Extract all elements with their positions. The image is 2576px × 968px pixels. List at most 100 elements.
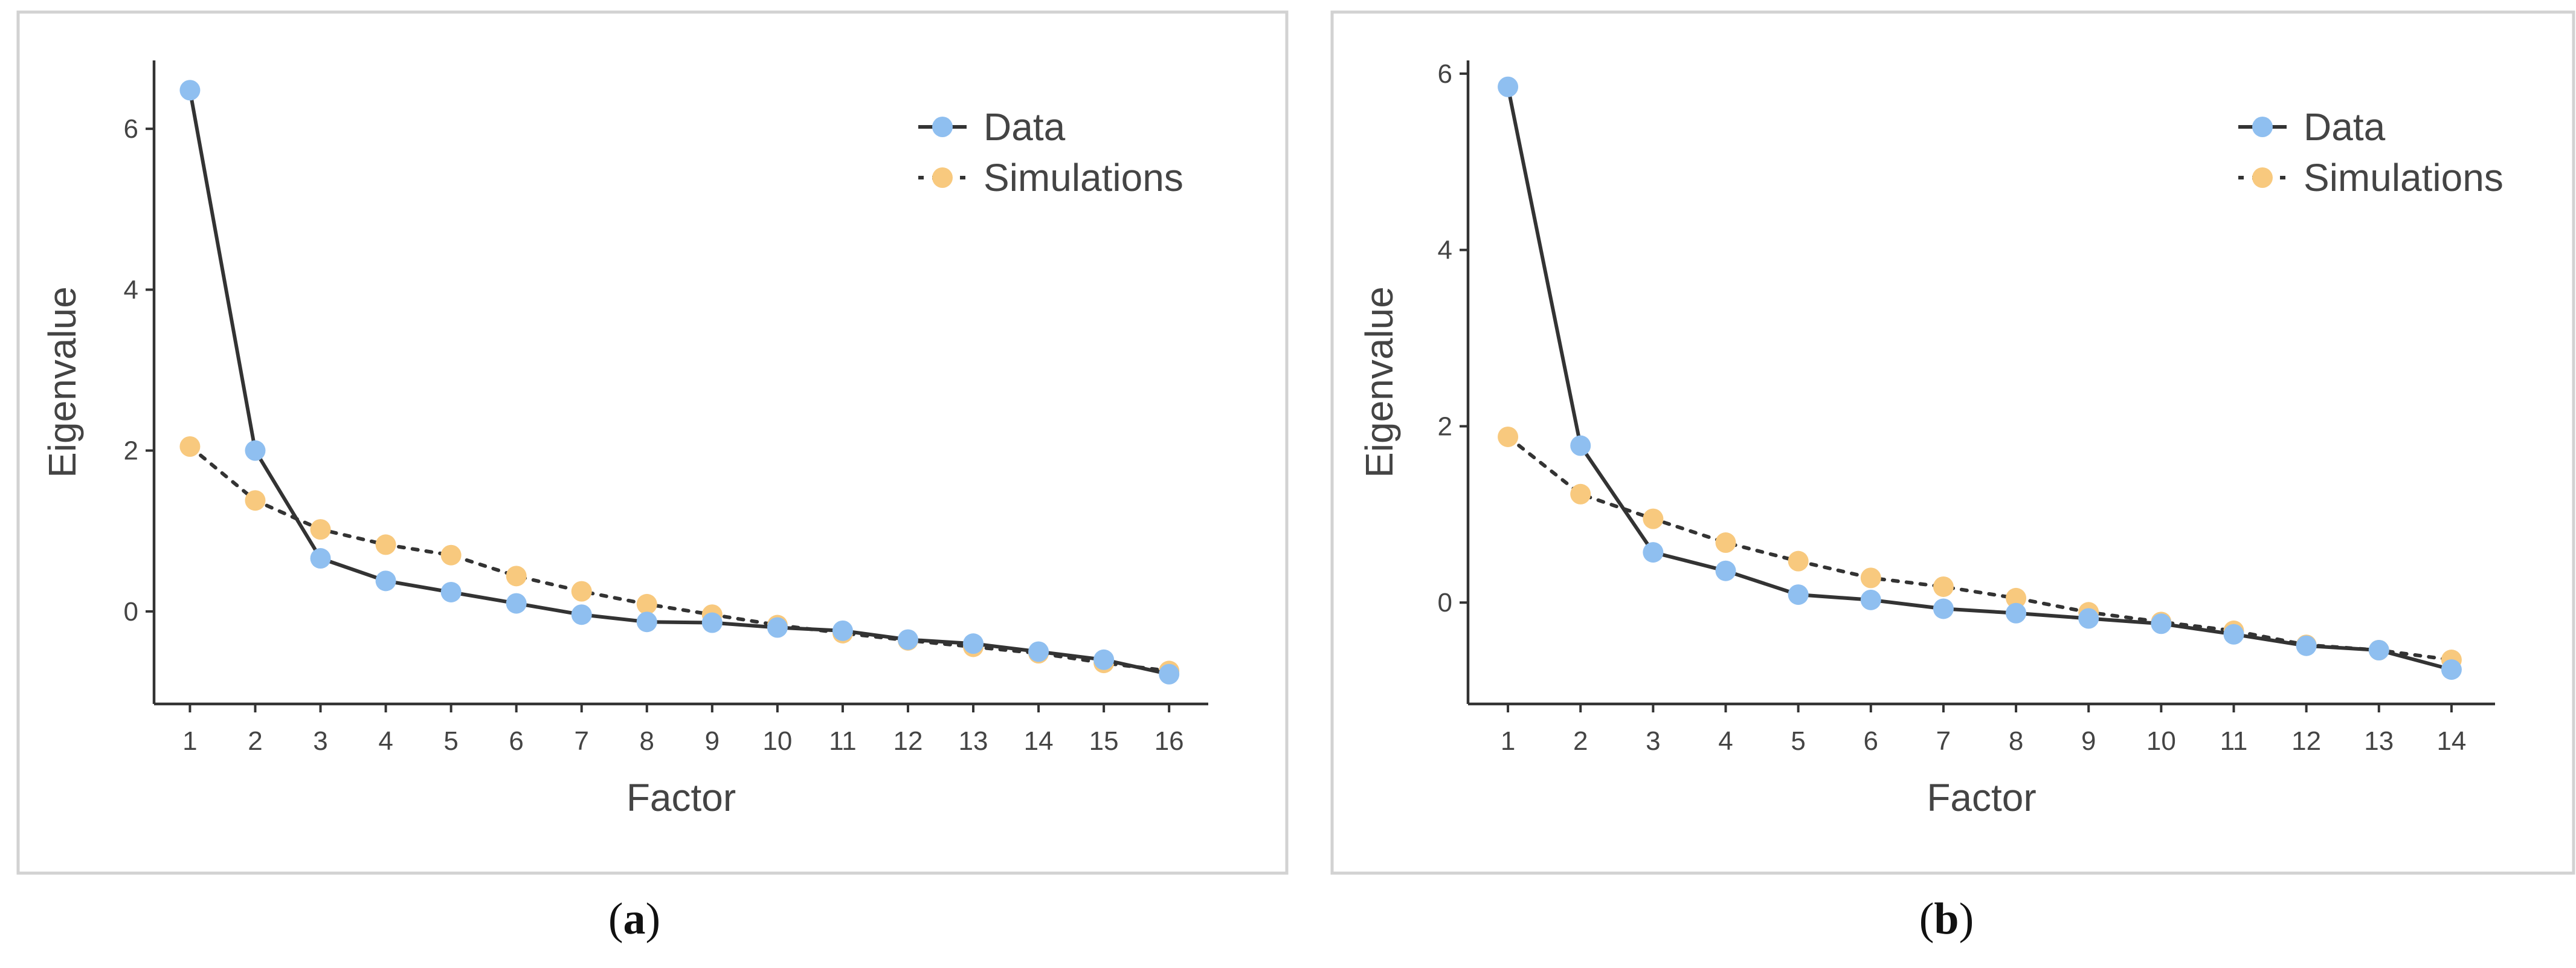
data-point [1933, 598, 1954, 619]
x-tick-label: 8 [640, 726, 654, 756]
data-point [506, 593, 527, 614]
simulations-point [375, 534, 396, 555]
data-series-line [188, 88, 1171, 676]
x-tick-label: 5 [443, 726, 458, 756]
data-point [1498, 76, 1519, 97]
data-point [963, 633, 984, 654]
x-tick-label: 13 [2364, 726, 2394, 756]
data-point [440, 581, 462, 602]
data-point [310, 548, 331, 569]
legend: Data Simulations [918, 105, 1183, 199]
legend-data-label: Data [984, 105, 1066, 149]
panel-frame [1330, 10, 2575, 875]
x-tick-label: 7 [1936, 726, 1951, 756]
x-tick-label: 8 [2009, 726, 2023, 756]
x-tick-label: 11 [829, 726, 857, 756]
x-tick-label: 9 [2081, 726, 2096, 756]
y-tick-label: 2 [1438, 411, 1452, 441]
simulations-point [1933, 576, 1954, 597]
simulations-series-line [188, 445, 1171, 673]
x-tick-label: 6 [1864, 726, 1878, 756]
y-tick-label: 0 [124, 597, 138, 627]
panel-caption: (a) [608, 894, 660, 944]
simulations-point [1788, 550, 1809, 572]
y-tick-label: 4 [1438, 236, 1452, 265]
x-tick-label: 12 [893, 726, 923, 756]
data-point [636, 611, 657, 633]
data-point [2368, 640, 2389, 661]
legend-simulations-label: Simulations [984, 156, 1183, 199]
data-point [1715, 560, 1736, 581]
x-tick-label: 16 [1154, 726, 1184, 756]
y-tick-label: 6 [124, 114, 138, 144]
data-point [375, 570, 396, 592]
data-point [179, 80, 201, 101]
y-tick-label: 2 [124, 436, 138, 466]
data-point [1860, 589, 1881, 610]
simulations-point [636, 593, 657, 615]
x-tick-label: 1 [182, 726, 197, 756]
data-point [2441, 659, 2462, 680]
legend-data-label: Data [2304, 105, 2386, 149]
y-tick-label: 0 [1438, 588, 1452, 618]
simulations-point [310, 519, 331, 540]
x-tick-label: 5 [1791, 726, 1805, 756]
data-point [1570, 435, 1591, 456]
x-tick-label: 3 [313, 726, 327, 756]
data-point [1028, 641, 1049, 662]
x-tick-label: 6 [509, 726, 523, 756]
x-tick-label: 1 [1501, 726, 1515, 756]
x-tick-label: 7 [574, 726, 588, 756]
x-axis-title: Factor [626, 776, 736, 819]
data-point [2223, 624, 2244, 645]
y-tick-label: 6 [1438, 59, 1452, 89]
x-tick-label: 10 [2146, 726, 2176, 756]
simulations-point [179, 436, 201, 457]
simulations-point [506, 566, 527, 587]
x-tick-label: 9 [705, 726, 720, 756]
legend-data-marker [932, 117, 953, 137]
simulations-point [440, 544, 462, 566]
y-axis-title: Eigenvalue [1357, 286, 1401, 478]
data-point [701, 612, 723, 633]
legend: Data Simulations [2238, 105, 2504, 199]
data-point [1788, 584, 1809, 605]
x-tick-label: 11 [2220, 726, 2248, 756]
x-tick-label: 4 [378, 726, 393, 756]
data-point [2151, 613, 2172, 634]
simulations-point [571, 581, 592, 602]
x-tick-label: 2 [248, 726, 262, 756]
simulations-point [1643, 508, 1664, 529]
x-tick-label: 4 [1718, 726, 1733, 756]
legend-simulations-label: Simulations [2304, 156, 2504, 199]
legend-data-marker [2252, 117, 2273, 137]
data-point [571, 604, 592, 625]
simulations-point [2006, 587, 2027, 608]
panel-caption: (b) [1919, 894, 1974, 944]
legend-simulations-marker [932, 167, 953, 188]
x-tick-label: 3 [1646, 726, 1660, 756]
x-axis-title: Factor [1927, 776, 2036, 819]
data-point [2296, 635, 2317, 656]
panel-frame [16, 10, 1289, 875]
simulations-point [1570, 483, 1591, 505]
x-tick-label: 15 [1089, 726, 1119, 756]
data-point [1093, 649, 1115, 670]
simulations-point [245, 490, 266, 511]
simulations-point [1715, 532, 1736, 553]
data-point [2078, 608, 2099, 629]
x-tick-label: 10 [762, 726, 792, 756]
y-tick-label: 4 [124, 275, 138, 305]
x-tick-label: 14 [2436, 726, 2466, 756]
data-point [2006, 602, 2027, 624]
y-axis-title: Eigenvalue [40, 286, 84, 478]
data-point [1643, 542, 1664, 563]
x-tick-label: 2 [1573, 726, 1588, 756]
data-point [832, 620, 853, 641]
simulations-point [1860, 567, 1881, 589]
simulations-point [1498, 426, 1519, 447]
data-point [245, 440, 266, 461]
